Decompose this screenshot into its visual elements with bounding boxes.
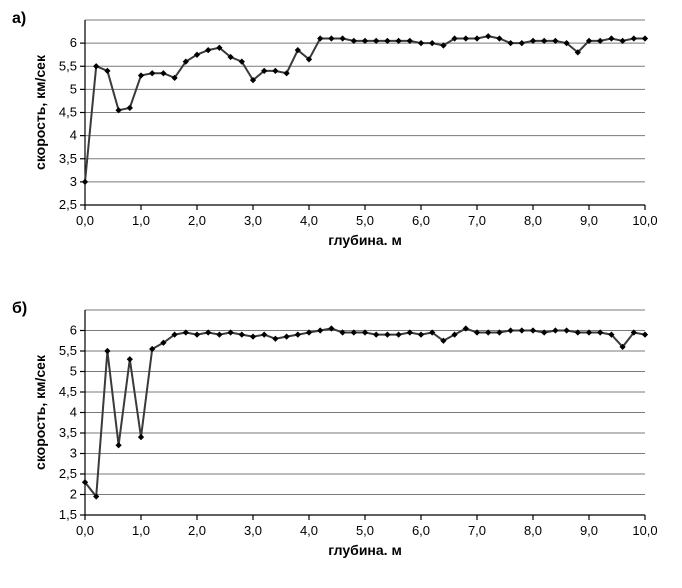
series-line [85, 36, 645, 182]
data-marker [507, 40, 513, 46]
data-marker [608, 35, 614, 41]
y-tick-label: 5,5 [59, 58, 77, 73]
x-tick-label: 8,0 [524, 523, 542, 538]
data-marker [138, 72, 144, 78]
y-tick-label: 3 [70, 174, 77, 189]
x-tick-label: 1,0 [132, 213, 150, 228]
data-marker [283, 70, 289, 76]
y-tick-label: 2,5 [59, 466, 77, 481]
x-tick-label: 0,0 [76, 523, 94, 538]
data-marker [474, 35, 480, 41]
data-marker [272, 68, 278, 74]
x-tick-label: 3,0 [244, 213, 262, 228]
data-marker [642, 35, 648, 41]
y-tick-label: 4 [70, 405, 77, 420]
y-tick-label: 3,5 [59, 151, 77, 166]
data-marker [384, 331, 390, 337]
chart-b-wrap: 0,0 1,0 2,0 3,0 4,0 5,0 6,0 7,0 8,0 9,0 10,0 1,5 2 2,… [30, 300, 660, 565]
x-tick-label: 5,0 [356, 213, 374, 228]
data-marker [115, 442, 121, 448]
x-axis-title: глубина. м [328, 232, 402, 248]
data-marker [216, 331, 222, 337]
y-tick-label: 4 [70, 128, 77, 143]
data-marker [530, 327, 536, 333]
data-marker [104, 348, 110, 354]
data-marker [127, 105, 133, 111]
x-tick-label: 4,0 [300, 523, 318, 538]
x-tick-label: 2,0 [188, 523, 206, 538]
data-marker [631, 35, 637, 41]
data-marker [205, 47, 211, 53]
data-marker [317, 327, 323, 333]
data-marker [373, 331, 379, 337]
y-tick-label: 6 [70, 323, 77, 338]
data-marker [239, 331, 245, 337]
x-tick-label: 10,0 [632, 213, 657, 228]
data-marker [339, 35, 345, 41]
data-marker [328, 35, 334, 41]
page-root: { "panels": [ { "label": "а)", "chart": … [0, 0, 682, 588]
x-tick-label: 7,0 [468, 213, 486, 228]
data-marker [160, 70, 166, 76]
panel-a-label: а) [12, 10, 26, 28]
x-tick-label: 9,0 [580, 523, 598, 538]
data-marker [295, 331, 301, 337]
x-tick-label: 10,0 [632, 523, 657, 538]
data-marker [429, 40, 435, 46]
y-tick-label: 5 [70, 364, 77, 379]
panel-b-label: б) [12, 300, 27, 318]
x-axis-title: глубина. м [328, 542, 402, 558]
data-marker [149, 70, 155, 76]
data-marker [395, 331, 401, 337]
data-marker [519, 327, 525, 333]
x-tick-label: 4,0 [300, 213, 318, 228]
y-tick-label: 3 [70, 446, 77, 461]
y-tick-label: 1,5 [59, 507, 77, 522]
chart-svg: 0,0 1,0 2,0 3,0 4,0 5,0 6,0 7,0 8,0 9,0 10,0 1,5 2 2,… [30, 300, 660, 565]
x-tick-label: 0,0 [76, 213, 94, 228]
data-marker [138, 434, 144, 440]
y-tick-label: 2,5 [59, 197, 77, 212]
data-marker [104, 68, 110, 74]
data-marker [552, 327, 558, 333]
data-marker [642, 331, 648, 337]
y-tick-label: 5,5 [59, 343, 77, 358]
x-tick-label: 9,0 [580, 213, 598, 228]
chart-a-wrap: 0,0 1,0 2,0 3,0 4,0 5,0 6,0 7,0 8,0 9,0 10,0 2,5 3 3,… [30, 10, 660, 255]
x-tick-label: 6,0 [412, 213, 430, 228]
data-marker [418, 331, 424, 337]
x-tick-label: 7,0 [468, 523, 486, 538]
data-marker [485, 33, 491, 39]
data-marker [272, 336, 278, 342]
data-marker [507, 327, 513, 333]
x-tick-label: 6,0 [412, 523, 430, 538]
x-tick-label: 8,0 [524, 213, 542, 228]
y-tick-label: 3,5 [59, 425, 77, 440]
y-axis-title: скорость, км/сек [32, 354, 48, 470]
data-marker [283, 334, 289, 340]
data-marker [93, 63, 99, 69]
data-marker [418, 40, 424, 46]
y-tick-label: 2 [70, 487, 77, 502]
data-marker [250, 334, 256, 340]
y-tick-label: 6 [70, 35, 77, 50]
x-tick-label: 2,0 [188, 213, 206, 228]
data-marker [496, 35, 502, 41]
data-marker [194, 331, 200, 337]
data-marker [127, 356, 133, 362]
data-marker [519, 40, 525, 46]
data-marker [563, 327, 569, 333]
y-tick-label: 4,5 [59, 105, 77, 120]
y-tick-label: 4,5 [59, 384, 77, 399]
chart-svg: 0,0 1,0 2,0 3,0 4,0 5,0 6,0 7,0 8,0 9,0 10,0 2,5 3 3,… [30, 10, 660, 255]
data-marker [261, 331, 267, 337]
y-tick-label: 5 [70, 81, 77, 96]
data-marker [463, 35, 469, 41]
data-marker [82, 179, 88, 185]
y-axis-title: скорость, км/сек [32, 54, 48, 170]
x-tick-label: 5,0 [356, 523, 374, 538]
x-tick-label: 3,0 [244, 523, 262, 538]
x-tick-label: 1,0 [132, 523, 150, 538]
